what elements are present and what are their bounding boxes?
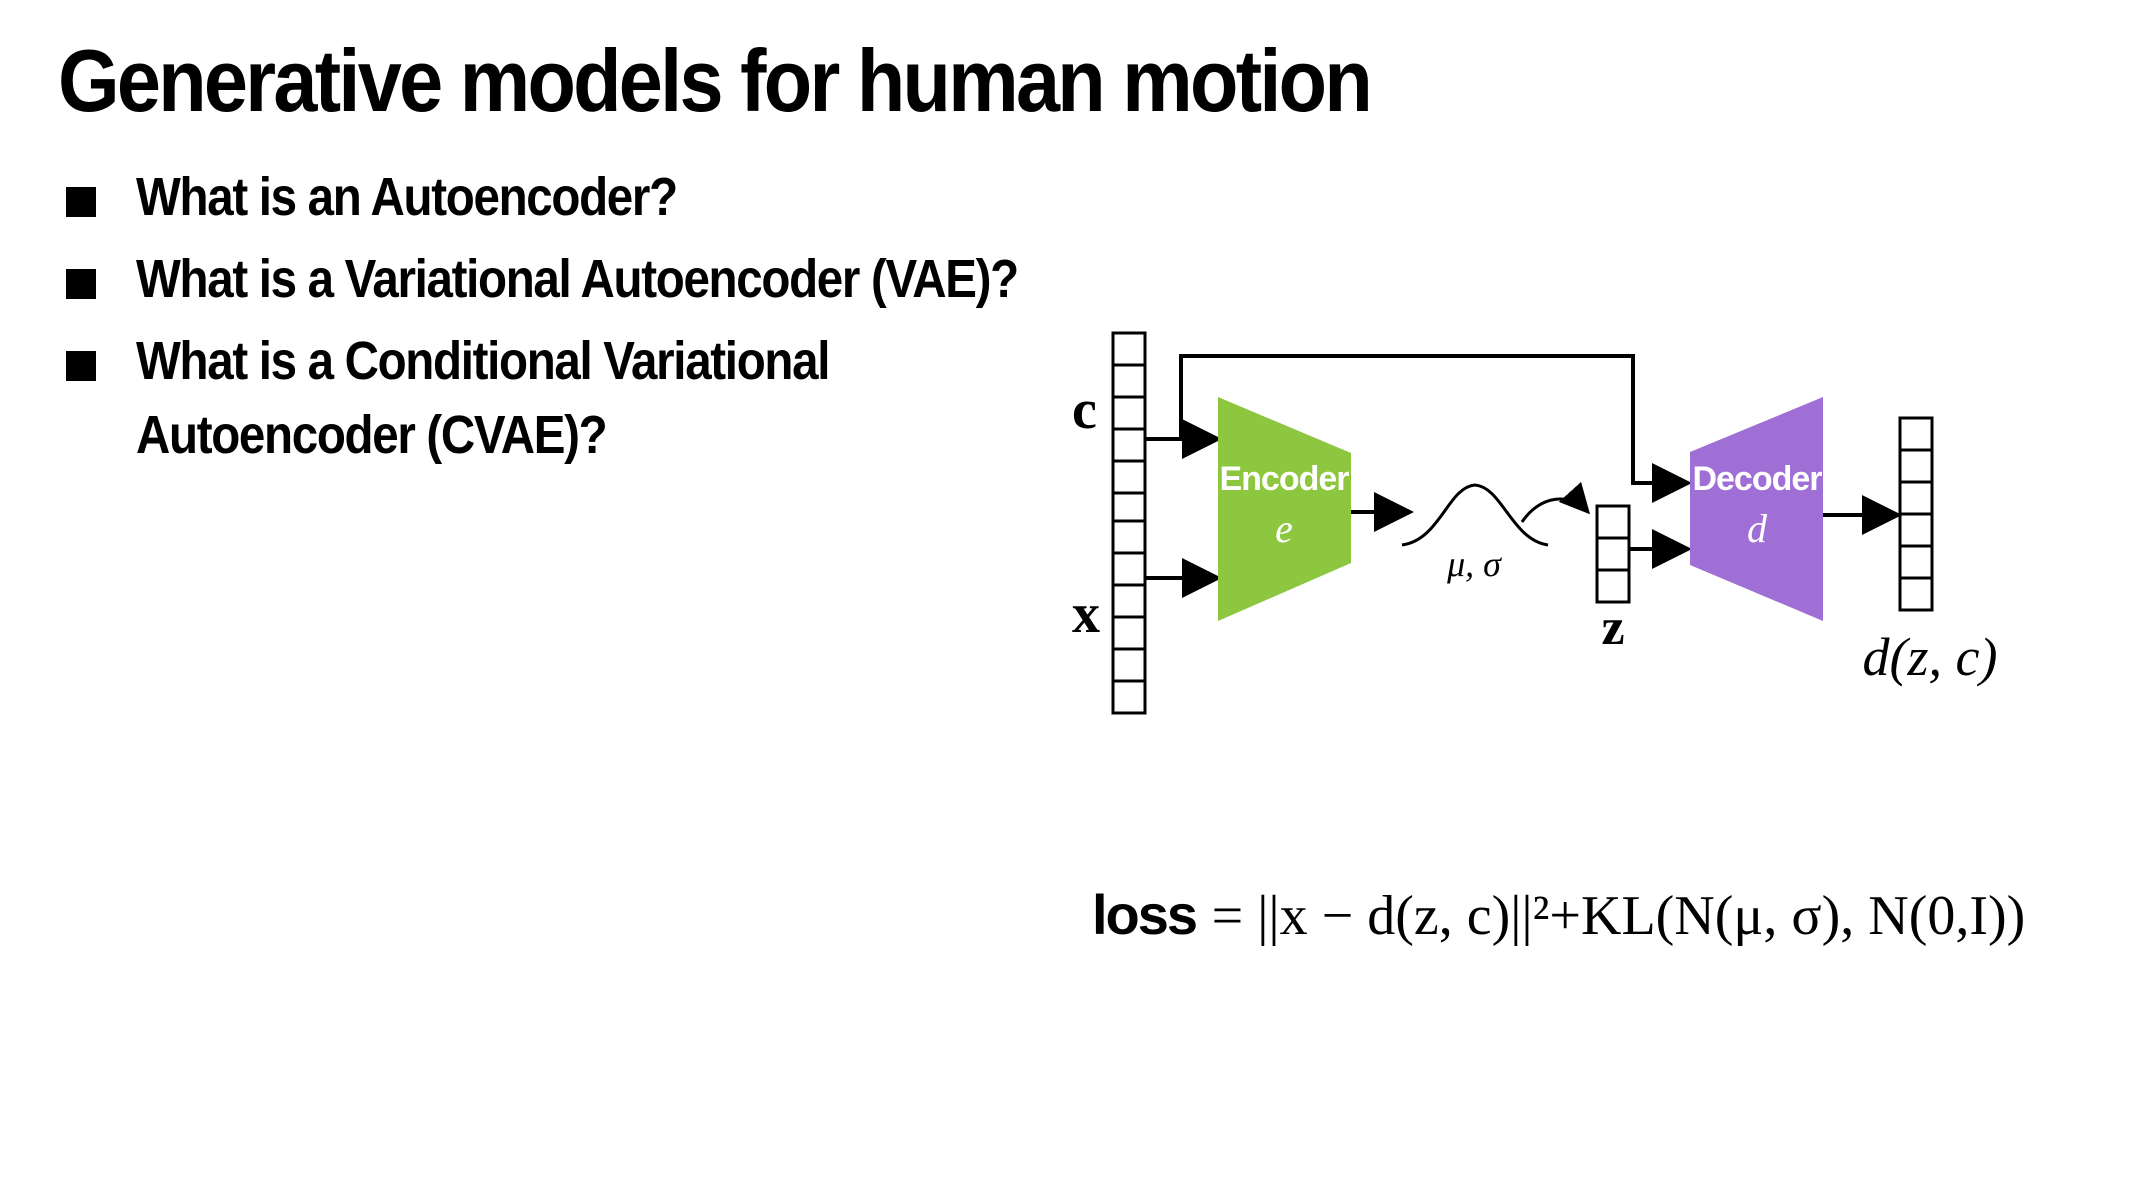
encoder-symbol: e bbox=[1275, 506, 1293, 551]
z-label: z bbox=[1601, 599, 1624, 656]
encoder-input-arrows bbox=[1145, 354, 1692, 598]
z-vector bbox=[1595, 504, 1631, 604]
bullet-list: What is an Autoencoder? What is a Variat… bbox=[66, 160, 1138, 480]
encoder-label: Encoder bbox=[1219, 460, 1349, 498]
bullet-text-continued: Autoencoder (CVAE)? bbox=[136, 405, 608, 465]
bullet-text: What is a Conditional Variational bbox=[136, 331, 830, 391]
gaussian-curve-icon bbox=[1401, 483, 1549, 547]
output-vector bbox=[1898, 416, 1934, 612]
bullet-marker-icon bbox=[66, 187, 96, 217]
bullet-text: What is a Variational Autoencoder (VAE)? bbox=[136, 249, 1019, 309]
loss-label: loss bbox=[1092, 883, 1198, 946]
bullet-marker-icon bbox=[66, 269, 96, 299]
c-label: c bbox=[1072, 379, 1097, 441]
bullet-text: What is an Autoencoder? bbox=[136, 167, 678, 227]
output-label: d(z, c) bbox=[1863, 627, 1998, 687]
loss-equation: loss = ||x − d(z, c)||²+KL(N(μ, σ), N(0,… bbox=[1092, 880, 2025, 951]
x-vector bbox=[1111, 519, 1147, 715]
c-vector bbox=[1111, 331, 1147, 527]
bullet-item: What is an Autoencoder? bbox=[66, 160, 1138, 234]
bullet-item: What is a Variational Autoencoder (VAE)? bbox=[66, 242, 1138, 316]
bullet-marker-icon bbox=[66, 351, 96, 381]
decoder-symbol: d bbox=[1747, 506, 1768, 551]
decoder-label: Decoder bbox=[1692, 460, 1822, 498]
sampling-arrow bbox=[1520, 481, 1591, 523]
encoder-block bbox=[1218, 397, 1351, 621]
loss-expression: = ||x − d(z, c)||²+KL(N(μ, σ), N(0,I)) bbox=[1211, 885, 2026, 947]
bullet-item: What is a Conditional Variational Autoen… bbox=[66, 324, 1138, 472]
page-title: Generative models for human motion bbox=[58, 31, 1373, 130]
distribution-label: μ, σ bbox=[1446, 544, 1502, 584]
x-label: x bbox=[1072, 583, 1100, 645]
decoder-block bbox=[1690, 397, 1823, 621]
